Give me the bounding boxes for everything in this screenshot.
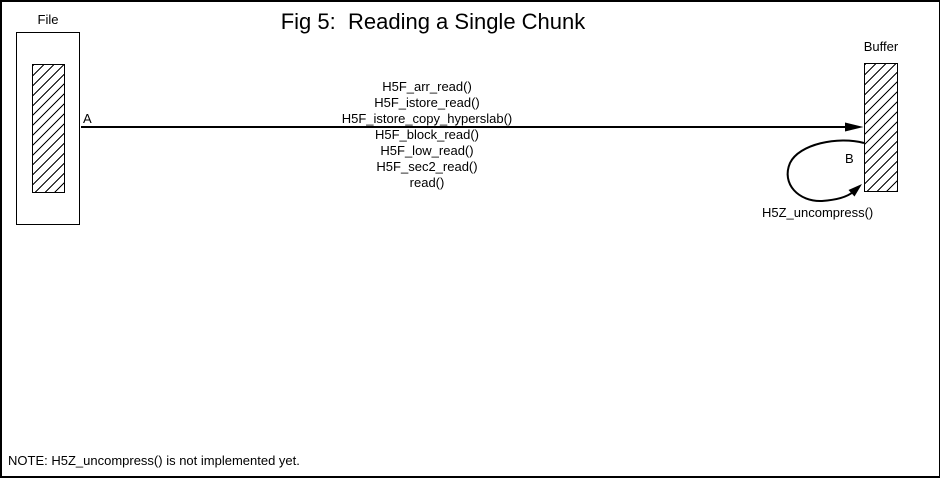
figure-note: NOTE: H5Z_uncompress() is not implemente… xyxy=(8,453,300,468)
figure-title: Fig 5: Reading a Single Chunk xyxy=(280,9,586,34)
call-stack-line: H5F_arr_read() xyxy=(382,79,472,94)
loop-function-label: H5Z_uncompress() xyxy=(762,205,874,220)
call-stack-line: H5F_istore_read() xyxy=(374,95,480,110)
arrow-a-label: A xyxy=(83,111,92,126)
call-stack-line: H5F_block_read() xyxy=(374,127,480,142)
call-stack-line: H5F_low_read() xyxy=(380,143,474,158)
call-stack-line: read() xyxy=(409,175,445,190)
call-stack-line: H5F_sec2_read() xyxy=(376,159,478,174)
call-stack-line: H5F_istore_copy_hyperslab() xyxy=(341,111,513,126)
buffer-label: Buffer xyxy=(863,39,899,54)
file-chunk-hatched-rect xyxy=(32,64,65,193)
file-label: File xyxy=(37,12,59,27)
arrow-b-label: B xyxy=(845,151,854,166)
call-stack: H5F_arr_read() H5F_istore_read() H5F_ist… xyxy=(277,79,577,191)
buffer-hatched-rect xyxy=(864,63,898,192)
